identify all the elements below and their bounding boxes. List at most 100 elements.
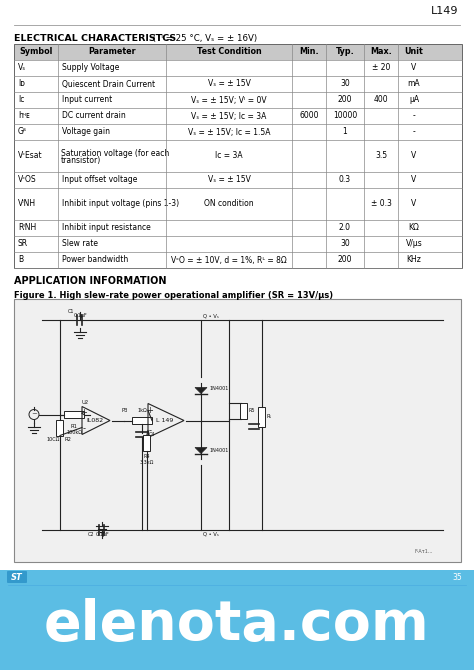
Text: 35: 35: [452, 572, 462, 582]
Text: 2.0: 2.0: [339, 224, 351, 232]
Text: 10CΩ: 10CΩ: [46, 437, 59, 442]
Text: 100kΩ: 100kΩ: [66, 429, 82, 435]
Text: R4: R4: [144, 454, 150, 460]
Text: Vₛ = ± 15V: Vₛ = ± 15V: [208, 80, 250, 88]
Text: -: -: [413, 111, 415, 121]
Text: Min.: Min.: [299, 48, 319, 56]
Text: C4: C4: [149, 432, 155, 437]
Text: Inhibit input resistance: Inhibit input resistance: [62, 224, 151, 232]
Polygon shape: [195, 387, 207, 393]
Bar: [258, 407, 265, 427]
Text: Vₛ: Vₛ: [18, 64, 26, 72]
Text: RᴵNH: RᴵNH: [18, 224, 36, 232]
Text: transistor): transistor): [61, 157, 101, 165]
Text: APPLICATION INFORMATION: APPLICATION INFORMATION: [14, 276, 166, 286]
Text: 1kΩ: 1kΩ: [137, 409, 147, 413]
Text: Gᵝ: Gᵝ: [18, 127, 27, 137]
Text: V: V: [411, 200, 417, 208]
Text: Iᴄ = 3A: Iᴄ = 3A: [215, 151, 243, 161]
Text: 10000: 10000: [333, 111, 357, 121]
Text: V: V: [411, 176, 417, 184]
Text: Symbol: Symbol: [19, 48, 53, 56]
Text: R1: R1: [71, 425, 78, 429]
Text: 1: 1: [343, 127, 347, 137]
Text: Quiescent Drain Current: Quiescent Drain Current: [62, 80, 155, 88]
Text: ± 0.3: ± 0.3: [371, 200, 392, 208]
Text: V/μs: V/μs: [406, 239, 422, 249]
Text: 200: 200: [338, 96, 352, 105]
Polygon shape: [195, 448, 207, 454]
Text: Parameter: Parameter: [88, 48, 136, 56]
Text: DC current drain: DC current drain: [62, 111, 126, 121]
Text: SR: SR: [18, 239, 28, 249]
Text: -: -: [82, 424, 85, 433]
Text: 3.3kΩ: 3.3kΩ: [140, 460, 154, 464]
Text: Input offset voltage: Input offset voltage: [62, 176, 137, 184]
Text: Slew rate: Slew rate: [62, 239, 98, 249]
Text: 0.1μF: 0.1μF: [74, 313, 88, 318]
Bar: [14, 220, 462, 236]
Text: ON condition: ON condition: [204, 200, 254, 208]
Text: Iᴄ: Iᴄ: [18, 96, 24, 105]
Text: KHz: KHz: [407, 255, 421, 265]
Text: ~: ~: [31, 411, 37, 417]
Bar: [14, 92, 462, 108]
Text: V: V: [411, 151, 417, 161]
Text: VᶜEsat: VᶜEsat: [18, 151, 43, 161]
Text: Input current: Input current: [62, 96, 112, 105]
Bar: [14, 76, 462, 92]
Text: VᴵNH: VᴵNH: [18, 200, 36, 208]
Text: KΩ: KΩ: [409, 224, 419, 232]
Text: Max.: Max.: [370, 48, 392, 56]
Bar: [14, 172, 462, 188]
Text: Saturation voltage (for each: Saturation voltage (for each: [61, 149, 169, 157]
Text: elenota.com: elenota.com: [44, 598, 430, 652]
Text: (Tⁱ = 25 °C, Vₛ = ± 16V): (Tⁱ = 25 °C, Vₛ = ± 16V): [150, 34, 257, 43]
Text: 400: 400: [374, 96, 388, 105]
Bar: [56, 419, 64, 436]
Text: Rₗ: Rₗ: [267, 414, 272, 419]
Text: Unit: Unit: [405, 48, 423, 56]
Bar: [132, 417, 152, 424]
Bar: [64, 411, 84, 418]
Text: R2: R2: [65, 437, 72, 442]
Bar: [14, 44, 462, 268]
Text: mA: mA: [408, 80, 420, 88]
Text: Power bandwidth: Power bandwidth: [62, 255, 128, 265]
Bar: [14, 108, 462, 124]
Bar: [240, 403, 247, 419]
Text: 1N4001: 1N4001: [209, 386, 228, 391]
Text: P3: P3: [122, 407, 128, 413]
Text: Vₛ = ± 15V: Vₛ = ± 15V: [208, 176, 250, 184]
Text: 0.3: 0.3: [339, 176, 351, 184]
Text: 30: 30: [340, 80, 350, 88]
Text: Test Condition: Test Condition: [197, 48, 261, 56]
Text: Iᴅ: Iᴅ: [18, 80, 25, 88]
Text: hᶣᴇ: hᶣᴇ: [18, 111, 30, 121]
Text: ELECTRICAL CHARACTERISTCS: ELECTRICAL CHARACTERISTCS: [14, 34, 176, 43]
Text: Q • Vₛ: Q • Vₛ: [203, 532, 219, 537]
Text: Voltage gain: Voltage gain: [62, 127, 110, 137]
Text: F-Aτ1...: F-Aτ1...: [415, 549, 433, 554]
Text: Vₛ = ± 15V; Vᴵ = 0V: Vₛ = ± 15V; Vᴵ = 0V: [191, 96, 267, 105]
Text: Figure 1. High slew-rate power operational amplifier (SR = 13V/μs): Figure 1. High slew-rate power operation…: [14, 291, 333, 300]
Text: 3.5: 3.5: [375, 151, 387, 161]
Text: V: V: [411, 64, 417, 72]
Text: L149: L149: [430, 6, 458, 16]
Bar: [0, 570, 474, 670]
Bar: [14, 188, 462, 220]
Text: -: -: [413, 127, 415, 137]
Text: L 149: L 149: [155, 418, 173, 423]
Text: μA: μA: [409, 96, 419, 105]
Text: Inhibit input voltage (pins 1-3): Inhibit input voltage (pins 1-3): [62, 200, 179, 208]
Text: -: -: [148, 426, 152, 435]
Text: 30: 30: [340, 239, 350, 249]
Bar: [14, 252, 462, 268]
Text: 0.1μF: 0.1μF: [96, 532, 109, 537]
Bar: [14, 299, 461, 562]
Text: U2: U2: [82, 399, 89, 405]
Text: 6000: 6000: [299, 111, 319, 121]
Text: R5: R5: [249, 408, 255, 413]
Bar: [14, 60, 462, 76]
Text: B: B: [18, 255, 23, 265]
